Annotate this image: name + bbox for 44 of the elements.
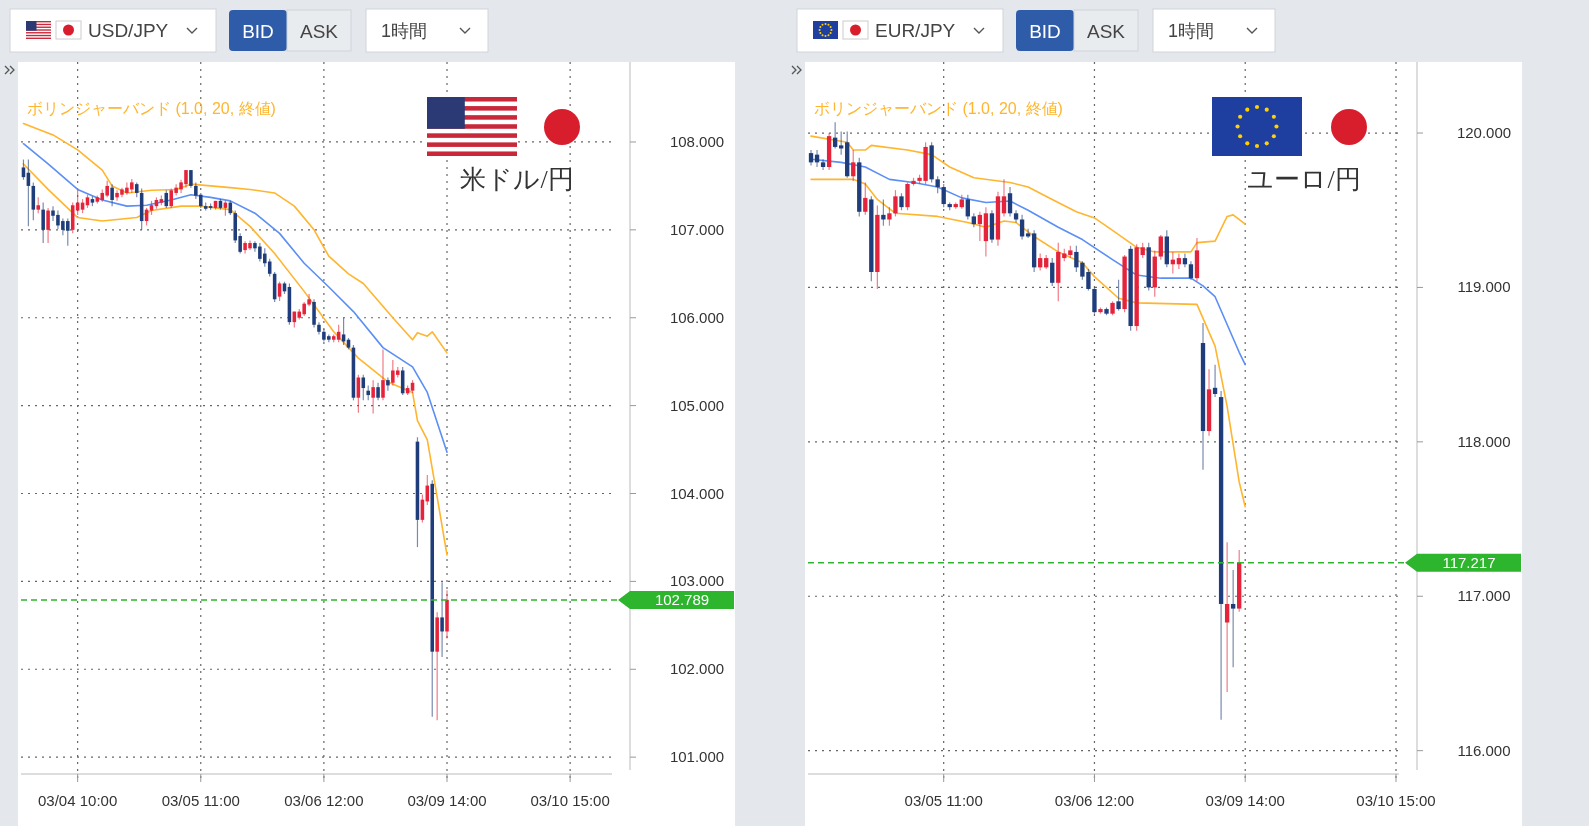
y-tick-label: 101.000 <box>669 748 725 766</box>
text: BID <box>242 21 274 42</box>
text: BID <box>1029 21 1061 42</box>
text: ASK <box>1086 21 1126 42</box>
x-tick-label: 03/10 15:00 <box>530 792 610 809</box>
ref-line-label: 117.217 <box>1442 553 1496 571</box>
text: ASK <box>299 21 339 42</box>
ref-line-label: 102.789 <box>654 590 710 608</box>
y-tick-label: 105.000 <box>669 396 725 414</box>
y-tick-label: 106.000 <box>669 308 725 326</box>
y-tick-label: 120.000 <box>1456 124 1512 142</box>
x-tick-label: 03/10 15:00 <box>1356 792 1436 809</box>
text: 1時間 <box>381 21 428 41</box>
x-tick-label: 03/05 11:00 <box>904 792 983 809</box>
line-series <box>22 142 448 453</box>
line-series <box>810 178 1247 508</box>
annotation: ユーロ/円 <box>1247 165 1361 194</box>
annotation: ボリンジャーバンド (1.0, 20, 終値) <box>814 100 1063 117</box>
annotation: ボリンジャーバンド (1.0, 20, 終値) <box>27 100 276 117</box>
y-tick-label: 107.000 <box>669 220 725 238</box>
y-tick-label: 117.000 <box>1457 587 1511 605</box>
text: 1時間 <box>1168 21 1215 41</box>
x-tick-label: 03/06 12:00 <box>284 792 364 809</box>
y-tick-label: 102.000 <box>669 660 725 678</box>
candlestick <box>820 158 826 171</box>
annotation: 米ドル/円 <box>460 165 574 194</box>
line-series <box>22 122 448 354</box>
x-tick-label: 03/09 14:00 <box>1205 792 1285 809</box>
x-tick-label: 03/09 14:00 <box>407 792 487 809</box>
text: EUR/JPY <box>875 20 956 41</box>
y-tick-label: 108.000 <box>669 132 725 150</box>
text: USD/JPY <box>88 20 169 41</box>
y-tick-label: 118.000 <box>1457 432 1511 450</box>
line-series <box>22 163 448 556</box>
y-tick-label: 104.000 <box>669 484 725 502</box>
candlestick <box>386 376 390 392</box>
x-tick-label: 03/05 11:00 <box>161 792 240 809</box>
y-tick-label: 119.000 <box>1457 278 1511 296</box>
x-tick-label: 03/04 10:00 <box>38 792 118 809</box>
y-tick-label: 103.000 <box>669 572 725 590</box>
candlestick <box>1025 228 1031 239</box>
y-tick-label: 116.000 <box>1457 741 1511 759</box>
line-series <box>810 135 1247 253</box>
x-tick-label: 03/06 12:00 <box>1054 792 1135 809</box>
